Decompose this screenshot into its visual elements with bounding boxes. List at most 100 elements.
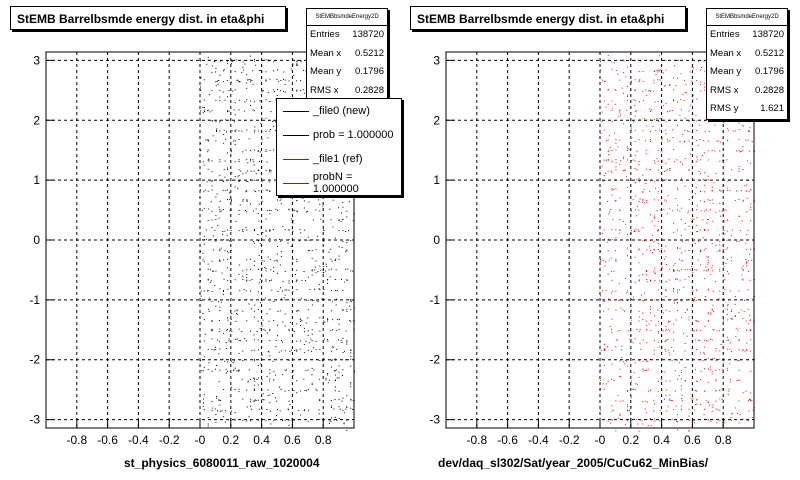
scatter-point [349, 320, 351, 322]
scatter-point [697, 231, 699, 232]
scatter-point [735, 327, 737, 329]
scatter-point [338, 318, 340, 320]
scatter-point [300, 358, 302, 360]
scatter-point [234, 140, 236, 142]
scatter-point [269, 241, 271, 242]
scatter-point [223, 91, 225, 93]
scatter-point [211, 120, 213, 122]
scatter-point [689, 419, 691, 421]
scatter-point [307, 317, 309, 319]
scatter-point [279, 410, 281, 412]
scatter-point [638, 310, 640, 312]
scatter-point [223, 69, 225, 71]
scatter-point [289, 322, 291, 323]
scatter-point [335, 289, 337, 291]
scatter-point [660, 263, 662, 265]
scatter-point [712, 406, 714, 408]
x-tick-label: 0.2 [622, 433, 639, 447]
scatter-point [669, 330, 671, 332]
scatter-point [716, 422, 718, 424]
scatter-point [277, 291, 279, 292]
scatter-point [674, 262, 676, 264]
scatter-point [711, 150, 713, 151]
scatter-point [636, 384, 638, 386]
scatter-point [286, 369, 287, 371]
scatter-point [273, 120, 275, 122]
x-tick-label: -0.2 [559, 433, 580, 447]
scatter-point [340, 339, 342, 341]
scatter-point [311, 367, 313, 369]
left-stats-box: StEMBbsmdeEnergy2D Entries 138720 Mean x… [306, 8, 388, 101]
scatter-point [659, 55, 661, 57]
scatter-point [227, 361, 229, 363]
scatter-point [284, 313, 286, 315]
scatter-point [615, 290, 617, 292]
scatter-point [677, 378, 678, 380]
scatter-point [610, 422, 612, 424]
scatter-point [246, 229, 248, 231]
scatter-point [665, 69, 667, 71]
scatter-point [683, 286, 685, 288]
scatter-point [277, 335, 278, 337]
scatter-point [269, 402, 271, 404]
scatter-point [603, 100, 605, 102]
scatter-point [300, 324, 302, 326]
scatter-point [746, 329, 748, 331]
scatter-point [221, 272, 223, 274]
scatter-point [633, 389, 635, 390]
scatter-point [248, 369, 250, 371]
scatter-point [703, 346, 705, 348]
scatter-point [342, 206, 344, 208]
scatter-point [307, 349, 309, 351]
scatter-point [253, 59, 255, 60]
scatter-point [704, 325, 706, 327]
scatter-point [269, 169, 271, 171]
scatter-point [707, 259, 709, 261]
scatter-point [600, 369, 601, 371]
scatter-point [720, 344, 722, 345]
scatter-point [654, 101, 656, 103]
scatter-point [708, 130, 710, 132]
scatter-point [246, 274, 248, 276]
scatter-point [279, 199, 281, 201]
scatter-point [715, 360, 717, 362]
scatter-point [603, 81, 605, 82]
scatter-point [749, 320, 751, 322]
scatter-point [209, 269, 211, 271]
scatter-point [707, 140, 709, 142]
scatter-point [215, 240, 217, 242]
scatter-point [657, 332, 659, 334]
scatter-point [746, 265, 748, 267]
scatter-point [257, 399, 259, 401]
scatter-point [211, 321, 213, 322]
scatter-point [615, 159, 617, 161]
scatter-point [626, 99, 628, 101]
scatter-point [234, 130, 236, 132]
scatter-point [664, 398, 665, 400]
scatter-point [611, 194, 613, 196]
scatter-point [602, 383, 604, 385]
scatter-point [704, 390, 706, 392]
scatter-point [238, 369, 240, 371]
scatter-point [600, 69, 601, 71]
scatter-point [219, 175, 221, 177]
scatter-point [703, 414, 705, 416]
scatter-point [683, 99, 685, 101]
left-stats-row-entries: Entries 138720 [307, 26, 387, 45]
scatter-point [250, 159, 251, 161]
scatter-point [742, 418, 744, 420]
scatter-point [620, 307, 622, 309]
scatter-point [238, 352, 240, 354]
scatter-point [627, 255, 628, 257]
scatter-point [234, 367, 236, 369]
scatter-point [677, 269, 678, 271]
scatter-point [752, 409, 754, 411]
scatter-point [674, 198, 676, 199]
y-tick-label: -2 [429, 353, 440, 367]
scatter-point [223, 332, 225, 334]
scatter-point [272, 360, 274, 362]
scatter-point [703, 172, 705, 174]
scatter-point [750, 203, 752, 205]
scatter-point [730, 235, 732, 237]
scatter-point [284, 294, 286, 296]
